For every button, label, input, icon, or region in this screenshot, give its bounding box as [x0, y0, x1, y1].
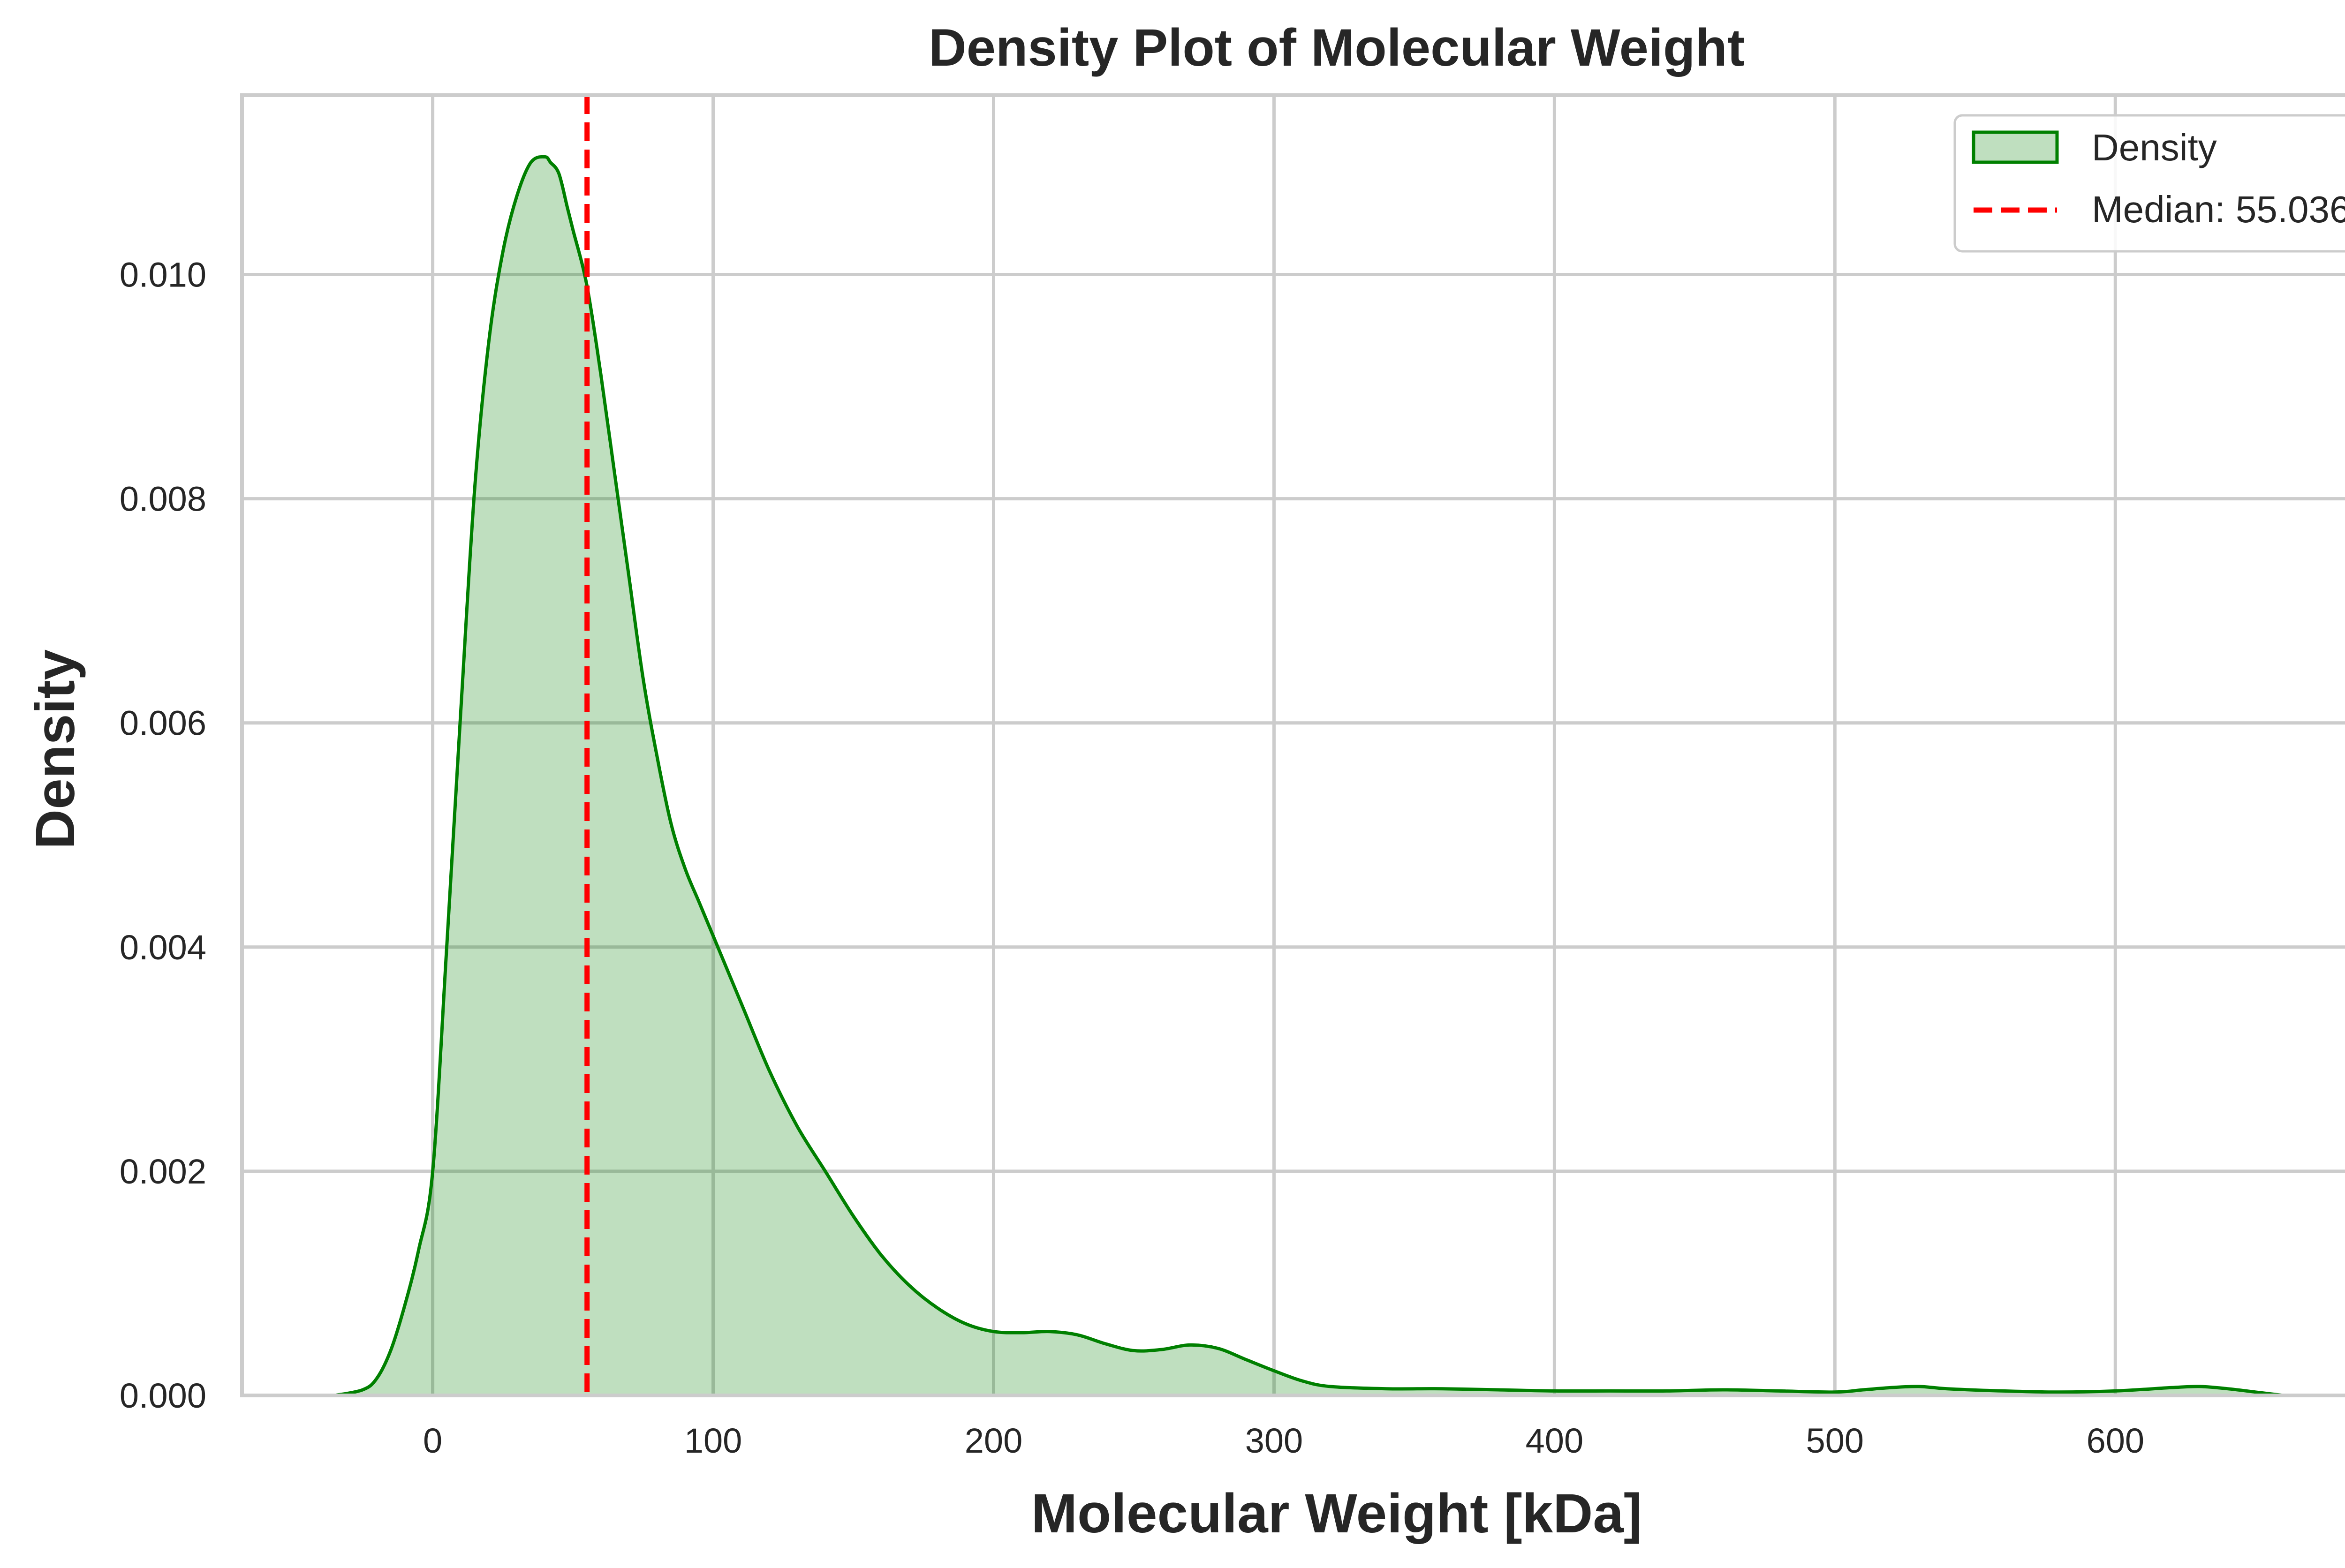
x-tick-label: 300: [1245, 1421, 1303, 1460]
y-tick-labels: 0.000 0.002 0.004 0.006 0.008 0.010: [120, 255, 206, 1415]
x-tick-labels: 0100200300400500600700: [423, 1421, 2144, 1460]
y-tick-label: 0.002: [120, 1152, 206, 1191]
legend-frame: [1953, 114, 2345, 253]
x-tick-label: 400: [1526, 1421, 1583, 1460]
x-tick-label: 600: [2087, 1421, 2144, 1460]
legend-density-swatch: [1972, 130, 2059, 164]
chart-title: Density Plot of Molecular Weight: [929, 18, 1745, 77]
legend: Density Median: 55.036: [1953, 114, 2345, 253]
x-tick-label: 0: [423, 1421, 442, 1460]
plot-frame: [240, 93, 2345, 1397]
y-tick-label: 0.000: [120, 1376, 206, 1415]
density-line: [334, 155, 2284, 1397]
density-area: [334, 157, 2284, 1395]
y-axis-label: Density: [24, 649, 86, 849]
x-axis-label: Molecular Weight [kDa]: [1031, 1483, 1642, 1545]
x-gridlines: [431, 95, 2117, 1395]
legend-density-label: Density: [2092, 127, 2217, 168]
y-tick-label: 0.004: [120, 928, 206, 967]
legend-median-label: Median: 55.036: [2092, 188, 2345, 230]
x-tick-label: 100: [684, 1421, 742, 1460]
y-tick-label: 0.006: [120, 704, 206, 743]
y-tick-label: 0.010: [120, 255, 206, 294]
y-tick-label: 0.008: [120, 480, 206, 519]
x-tick-label: 500: [1806, 1421, 1864, 1460]
y-gridlines: [242, 272, 2345, 1397]
x-tick-label: 200: [965, 1421, 1022, 1460]
